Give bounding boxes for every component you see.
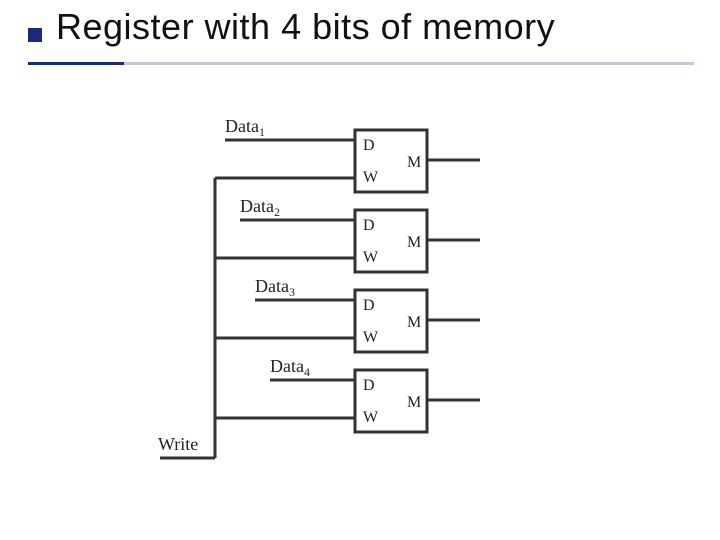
data-label-4: Data4 (270, 356, 310, 379)
port-w-3: W (363, 329, 379, 346)
register-diagram: WriteData1DWMData2DWMData3DWMData4DWM (150, 110, 580, 490)
title-bullet (28, 28, 42, 42)
port-d-3: D (363, 297, 375, 314)
write-label: Write (158, 434, 198, 454)
title-underline-thick (28, 62, 124, 65)
port-d-4: D (363, 377, 375, 394)
port-d-1: D (363, 137, 375, 154)
port-m-1: M (407, 154, 421, 171)
data-label-1: Data1 (225, 116, 265, 139)
port-w-2: W (363, 249, 379, 266)
data-label-2: Data2 (240, 196, 280, 219)
data-label-3: Data3 (255, 276, 295, 299)
page-title: Register with 4 bits of memory (56, 6, 555, 48)
port-w-4: W (363, 409, 379, 426)
port-d-2: D (363, 217, 375, 234)
port-w-1: W (363, 169, 379, 186)
port-m-4: M (407, 394, 421, 411)
title-underline-thin (124, 62, 694, 65)
port-m-3: M (407, 314, 421, 331)
port-m-2: M (407, 234, 421, 251)
